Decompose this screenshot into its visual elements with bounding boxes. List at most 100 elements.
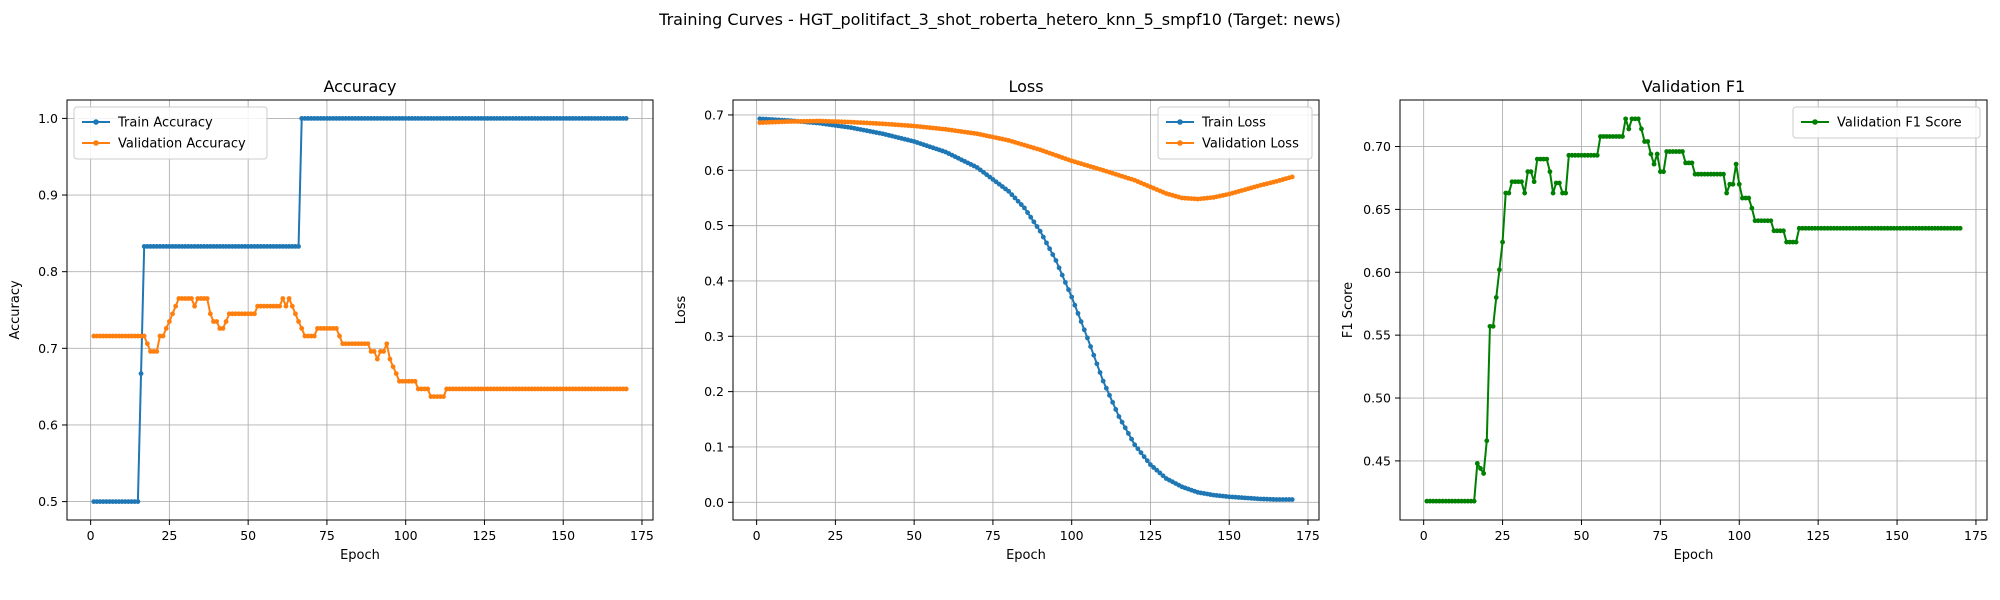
data-point	[1556, 180, 1562, 186]
data-point	[1531, 179, 1537, 185]
data-point	[1957, 225, 1963, 231]
legend: Train Loss Validation Loss	[1157, 106, 1313, 160]
axes-frame	[732, 99, 1320, 521]
x-tick-label: 50	[240, 528, 256, 543]
data-point	[1746, 195, 1752, 201]
data-point	[252, 311, 257, 317]
data-point	[1721, 171, 1726, 177]
data-point	[425, 386, 431, 392]
x-tick-label: 150	[1885, 528, 1909, 543]
data-point	[1107, 392, 1112, 398]
legend-box	[1157, 106, 1313, 160]
data-point	[1091, 352, 1097, 358]
y-tick-label: 0.0	[704, 495, 724, 510]
x-tick-label: 50	[906, 528, 922, 543]
data-point	[393, 371, 399, 377]
data-point	[1645, 139, 1651, 144]
data-point	[1006, 188, 1012, 194]
data-point	[220, 325, 226, 331]
data-point	[1078, 319, 1084, 324]
y-tick-label: 0.6	[704, 163, 724, 178]
data-point	[166, 319, 172, 324]
data-point	[1088, 344, 1093, 349]
chart-panel-2: 0 25 50 75 100 125 150 175 0.0 0.1 0.2 0.3 0.4 0.5 0.6…	[674, 77, 1320, 563]
data-point	[189, 296, 194, 301]
legend-swatch-marker	[1177, 119, 1183, 125]
x-tick-label: 25	[827, 528, 843, 543]
data-point	[1733, 161, 1739, 167]
data-point	[296, 243, 301, 249]
data-point	[384, 341, 390, 347]
data-point	[1793, 239, 1799, 245]
data-point	[135, 499, 141, 505]
data-point	[1138, 450, 1144, 456]
y-tick-label: 0.7	[38, 341, 58, 356]
data-point	[441, 394, 446, 400]
x-tick-label: 25	[1495, 528, 1511, 543]
y-tick-label: 0.9	[38, 188, 58, 203]
legend-box	[73, 106, 268, 160]
data-point	[1066, 287, 1071, 293]
axes-frame	[1399, 99, 1988, 521]
data-point	[1081, 327, 1087, 333]
data-point	[1085, 335, 1090, 341]
data-point	[1009, 192, 1015, 198]
data-point	[223, 319, 229, 324]
x-tick-label: 125	[1806, 528, 1830, 543]
x-tick-label: 100	[1060, 528, 1084, 543]
x-tick-label: 75	[1652, 528, 1668, 543]
chart-panel-1: 0 25 50 75 100 125 150 175 0.5 0.6 0.7 0.8 0.9 1.0 Acc…	[8, 77, 654, 563]
x-tick-label: 150	[1217, 528, 1241, 543]
legend: Train Accuracy Validation Accuracy	[73, 106, 268, 160]
axes-frame	[66, 99, 654, 521]
x-tick-label: 0	[87, 528, 95, 543]
data-point	[1620, 134, 1625, 139]
x-tick-label: 100	[394, 528, 418, 543]
data-point	[1122, 425, 1128, 431]
data-point	[1768, 218, 1774, 224]
x-tick-label: 175	[1964, 528, 1988, 543]
legend-swatch-marker	[93, 119, 99, 125]
data-point	[293, 311, 298, 317]
data-point	[289, 303, 295, 309]
data-point	[1012, 195, 1018, 201]
y-tick-label: 0.6	[38, 417, 58, 432]
y-tick-label: 1.0	[38, 111, 58, 126]
data-point	[1050, 252, 1056, 258]
data-point	[1031, 219, 1037, 225]
chart-title: Accuracy	[323, 77, 396, 96]
data-point	[1154, 467, 1160, 473]
data-point	[412, 378, 418, 384]
data-point	[277, 303, 283, 309]
legend-label: Train Loss	[1201, 116, 1266, 131]
data-point	[1100, 378, 1106, 384]
series-markers	[91, 296, 629, 400]
data-point	[1144, 458, 1150, 464]
data-point	[1037, 228, 1043, 234]
legend-label: Validation Accuracy	[118, 137, 246, 152]
data-point	[286, 296, 292, 301]
data-point	[623, 386, 629, 392]
data-point	[1651, 161, 1657, 167]
data-point	[1654, 151, 1660, 157]
legend-label: Validation F1 Score	[1837, 116, 1962, 131]
data-point	[623, 115, 629, 121]
data-point	[1478, 466, 1483, 471]
data-point	[1724, 190, 1730, 196]
data-point	[1661, 169, 1666, 175]
data-point	[374, 356, 380, 362]
x-axis-label: Epoch	[340, 548, 380, 563]
y-tick-label: 0.2	[704, 384, 724, 399]
data-point	[1160, 473, 1166, 479]
data-point	[333, 325, 339, 331]
data-point	[214, 319, 220, 324]
y-tick-label: 0.5	[38, 494, 58, 509]
data-point	[381, 348, 387, 354]
data-point	[1626, 126, 1632, 132]
data-point	[1097, 370, 1103, 375]
x-tick-label: 100	[1727, 528, 1751, 543]
data-point	[1125, 431, 1131, 436]
data-point	[1047, 246, 1053, 252]
data-point	[280, 296, 286, 301]
